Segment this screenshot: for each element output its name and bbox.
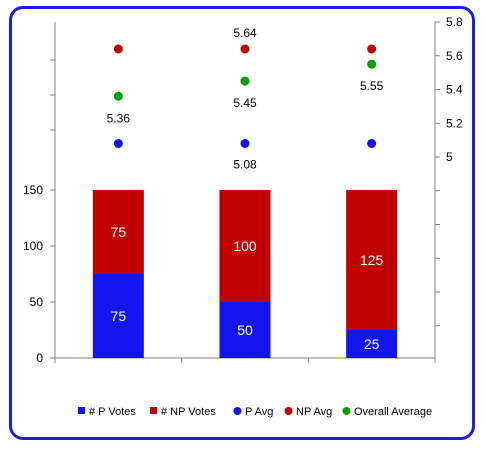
p-votes-bar bbox=[346, 330, 398, 358]
right-axis-tick-label: 5.6 bbox=[446, 49, 463, 63]
p-avg-point bbox=[240, 139, 250, 148]
p-votes-bar bbox=[219, 302, 271, 358]
np-avg-point bbox=[113, 44, 123, 54]
overall-average-point-label: 5.36 bbox=[107, 111, 131, 125]
legend-label: NP Avg bbox=[296, 406, 332, 418]
legend-label: # P Votes bbox=[89, 406, 136, 418]
np-votes-bar-label: 75 bbox=[111, 224, 127, 240]
legend-label: Overall Average bbox=[354, 406, 432, 418]
left-axis-tick-label: 150 bbox=[23, 183, 43, 197]
np-votes-bar bbox=[219, 190, 271, 302]
left-axis-tick-label: 100 bbox=[23, 239, 43, 253]
left-axis-tick-label: 0 bbox=[36, 351, 43, 365]
legend-marker bbox=[284, 407, 293, 415]
legend-label: # NP Votes bbox=[161, 406, 216, 418]
points: 5.08 5.64 5.36 5.45 5.55 bbox=[107, 26, 384, 172]
p-votes-bar-label: 25 bbox=[364, 336, 380, 352]
np-votes-bar bbox=[346, 190, 398, 330]
np-avg-point bbox=[240, 44, 250, 54]
p-votes-bar-label: 75 bbox=[111, 308, 127, 324]
p-avg-point bbox=[367, 139, 377, 148]
legend-marker bbox=[233, 407, 242, 415]
np-votes-bar-label: 125 bbox=[360, 252, 384, 268]
overall-average-point bbox=[240, 76, 250, 86]
np-votes-bar bbox=[92, 190, 144, 274]
p-votes-bar-label: 50 bbox=[237, 322, 253, 338]
overall-average-point-label: 5.55 bbox=[360, 79, 384, 93]
right-axis-tick-label: 5.2 bbox=[446, 116, 463, 130]
np-votes-bar-label: 100 bbox=[233, 238, 257, 254]
p-avg-point-label: 5.08 bbox=[233, 158, 257, 172]
right-axis-tick-label: 5.8 bbox=[446, 15, 463, 29]
right-axis-tick-label: 5 bbox=[446, 150, 453, 164]
bars: 75 75 50 100 25 125 bbox=[92, 190, 398, 358]
legend-swatch bbox=[150, 407, 157, 414]
overall-average-point bbox=[113, 91, 123, 101]
right-axis-tick-label: 5.4 bbox=[446, 83, 463, 97]
left-axis-tick-label: 50 bbox=[30, 295, 44, 309]
np-avg-point bbox=[367, 44, 377, 54]
legend-swatch bbox=[78, 407, 85, 414]
np-avg-point-label: 5.64 bbox=[233, 26, 257, 40]
legend-label: P Avg bbox=[245, 406, 273, 418]
legend-marker bbox=[342, 407, 351, 415]
overall-average-point-label: 5.45 bbox=[233, 96, 257, 110]
legend: # P Votes # NP Votes P Avg NP Avg Overall Av… bbox=[78, 406, 432, 418]
p-votes-bar bbox=[92, 274, 144, 358]
axes: 0 50 100 150 5 5.2 5.4 5.6 5.8 bbox=[23, 15, 463, 365]
overall-average-point bbox=[367, 59, 377, 69]
p-avg-point bbox=[113, 139, 123, 148]
